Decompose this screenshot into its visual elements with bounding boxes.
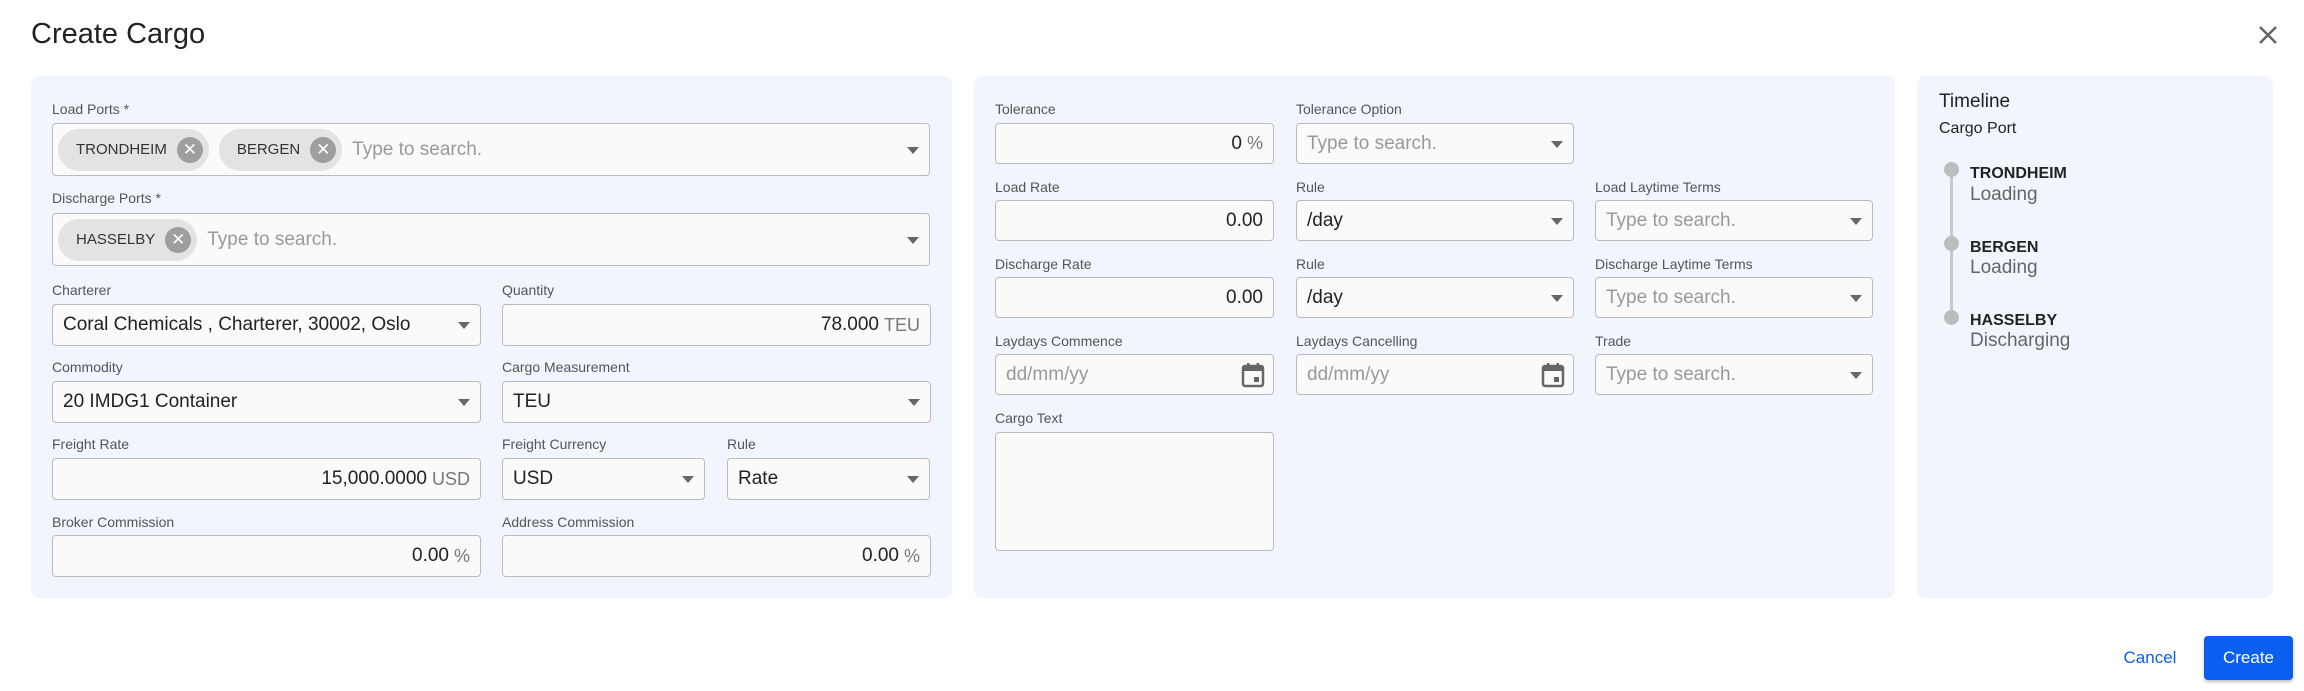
freight-rule-select[interactable]: Rate <box>727 458 930 500</box>
chevron-down-icon <box>1551 294 1563 302</box>
tolerance-input[interactable]: 0% <box>995 123 1274 164</box>
timeline-type: Loading <box>1970 184 2038 205</box>
chevron-down-icon <box>682 476 694 483</box>
trade-select[interactable]: Type to search. <box>1595 354 1873 395</box>
timeline-dot <box>1944 310 1959 325</box>
quantity-label: Quantity <box>502 282 555 298</box>
laydays-commence-label: Laydays Commence <box>995 333 1123 349</box>
freight-rate-input[interactable]: 15,000.0000 USD <box>52 458 481 500</box>
tolerance-option-label: Tolerance Option <box>1296 101 1402 117</box>
discharge-rate-input[interactable]: 0.00 <box>995 277 1274 318</box>
laydays-cancelling-label: Laydays Cancelling <box>1296 333 1418 349</box>
chevron-down-icon[interactable] <box>907 146 919 154</box>
freight-rate-label: Freight Rate <box>52 436 130 452</box>
load-ports-label: Load Ports * <box>52 101 130 117</box>
timeline-type: Loading <box>1970 257 2038 278</box>
commodity-select[interactable]: 20 IMDG1 Container <box>52 381 481 423</box>
charterer-select[interactable]: Coral Chemicals , Charterer, 30002, Oslo <box>52 304 481 346</box>
load-ports-placeholder: Type to search. <box>352 138 483 160</box>
laydays-commence-input[interactable]: dd/mm/yy <box>995 354 1274 395</box>
timeline-panel <box>1917 76 2273 598</box>
chevron-down-icon <box>458 399 470 406</box>
remove-chip-icon[interactable]: ✕ <box>176 136 203 163</box>
chip-trondheim: TRONDHEIM ✕ <box>58 128 209 171</box>
quantity-input[interactable]: 78.000 TEU <box>502 304 931 346</box>
chevron-down-icon <box>1551 140 1563 148</box>
load-rule-label: Rule <box>1296 179 1325 195</box>
broker-commission-input[interactable]: 0.00% <box>52 535 481 577</box>
discharge-laytime-label: Discharge Laytime Terms <box>1595 256 1753 272</box>
chip-hasselby: HASSELBY ✕ <box>58 218 198 261</box>
load-laytime-label: Load Laytime Terms <box>1595 179 1721 195</box>
timeline-title: Timeline <box>1939 91 2011 112</box>
timeline-dot <box>1944 236 1959 251</box>
timeline-subtitle: Cargo Port <box>1939 120 2017 137</box>
chevron-down-icon <box>907 476 919 483</box>
broker-commission-label: Broker Commission <box>52 514 175 530</box>
timeline-port: TRONDHEIM <box>1970 165 2067 182</box>
tolerance-option-select[interactable]: Type to search. <box>1296 123 1574 164</box>
cargo-text-label: Cargo Text <box>995 410 1063 426</box>
trade-label: Trade <box>1595 333 1632 349</box>
address-commission-input[interactable]: 0.00% <box>502 535 931 577</box>
remove-chip-icon[interactable]: ✕ <box>310 136 337 163</box>
calendar-icon[interactable] <box>1241 362 1265 388</box>
chevron-down-icon <box>1850 294 1862 302</box>
chevron-down-icon <box>1551 217 1563 225</box>
dialog-title: Create Cargo <box>31 18 206 50</box>
load-rate-input[interactable]: 0.00 <box>995 200 1274 241</box>
chevron-down-icon <box>1850 371 1862 379</box>
timeline-port: HASSELBY <box>1970 312 2058 329</box>
load-ports-input[interactable]: TRONDHEIM ✕ BERGEN ✕ Type to search. <box>52 123 930 176</box>
timeline-port: BERGEN <box>1970 239 2039 256</box>
freight-currency-select[interactable]: USD <box>502 458 705 500</box>
chevron-down-icon[interactable] <box>907 236 919 244</box>
laydays-cancelling-input[interactable]: dd/mm/yy <box>1296 354 1574 395</box>
close-icon[interactable] <box>2253 20 2283 50</box>
chip-bergen: BERGEN ✕ <box>218 128 343 171</box>
tolerance-label: Tolerance <box>995 101 1056 117</box>
discharge-ports-input[interactable]: HASSELBY ✕ Type to search. <box>52 213 930 266</box>
timeline-type: Discharging <box>1970 330 2071 351</box>
cancel-button[interactable]: Cancel <box>2123 648 2177 667</box>
load-rate-label: Load Rate <box>995 179 1060 195</box>
discharge-ports-label: Discharge Ports * <box>52 190 161 206</box>
remove-chip-icon[interactable]: ✕ <box>165 226 192 253</box>
load-laytime-select[interactable]: Type to search. <box>1595 200 1873 241</box>
chevron-down-icon <box>458 322 470 329</box>
commodity-label: Commodity <box>52 359 123 375</box>
charterer-label: Charterer <box>52 282 112 298</box>
chevron-down-icon <box>1850 217 1862 225</box>
calendar-icon[interactable] <box>1541 362 1565 388</box>
address-commission-label: Address Commission <box>502 514 635 530</box>
cargo-measurement-select[interactable]: TEU <box>502 381 931 423</box>
cargo-text-textarea[interactable] <box>995 432 1274 551</box>
discharge-rule-label: Rule <box>1296 256 1325 272</box>
discharge-rule-select[interactable]: /day <box>1296 277 1574 318</box>
cargo-measurement-label: Cargo Measurement <box>502 359 630 375</box>
discharge-rate-label: Discharge Rate <box>995 256 1092 272</box>
load-rule-select[interactable]: /day <box>1296 200 1574 241</box>
timeline-dot <box>1944 162 1959 177</box>
create-button[interactable]: Create <box>2204 636 2293 680</box>
discharge-ports-placeholder: Type to search. <box>207 228 338 250</box>
chevron-down-icon <box>908 399 920 406</box>
freight-currency-label: Freight Currency <box>502 436 607 452</box>
discharge-laytime-select[interactable]: Type to search. <box>1595 277 1873 318</box>
freight-rule-label: Rule <box>727 436 756 452</box>
